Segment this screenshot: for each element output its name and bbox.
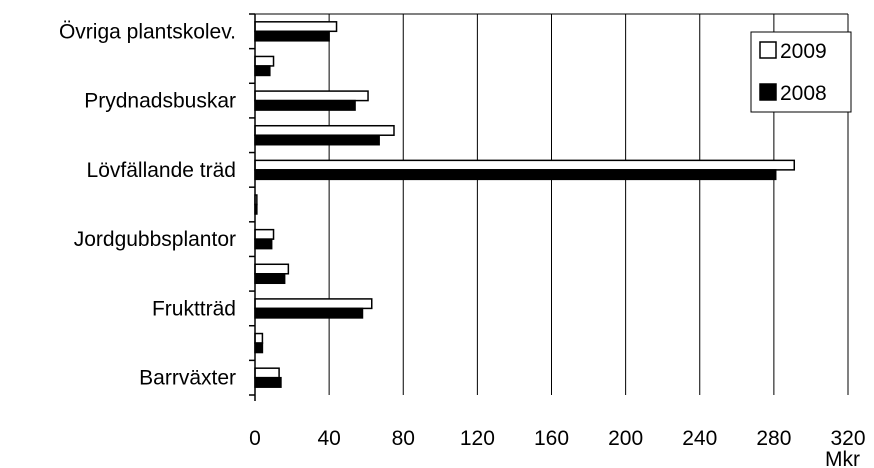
category-label-fruktträd: Fruktträd [152,297,236,320]
bar-2009-category-10 [254,367,280,379]
legend-swatch-2008 [759,83,777,101]
x-axis-unit-label: Mkr [825,448,860,468]
bar-2009-category-7 [254,263,290,275]
legend-label-2009: 2009 [780,40,827,63]
bar-2008-category-9 [254,342,264,354]
x-tick-label-120: 120 [460,427,495,450]
legend: 2009 2008 [750,31,852,113]
bar-2009-category-2 [254,90,369,102]
bar-2009-category-4 [254,159,796,171]
x-tick-label-280: 280 [756,427,791,450]
x-tick-label-320: 320 [830,427,865,450]
axes [249,13,256,401]
labels: Övriga plantskolev. Prydnadsbuskar Lövfäll… [59,20,866,450]
x-tick-label-80: 80 [392,427,415,450]
bar-2009-category-1 [254,55,275,67]
x-tick-label-200: 200 [608,427,643,450]
legend-swatch-2009 [759,41,777,59]
bar-2008-category-10 [254,376,282,388]
category-label-jordgubbsplantor: Jordgubbsplantor [74,228,236,251]
bar-2008-category-6 [254,238,273,250]
category-label-prydnadsbuskar: Prydnadsbuskar [84,90,236,113]
bar-2009-category-0 [254,21,338,33]
legend-label-2008: 2008 [780,82,827,105]
category-label-övriga-plantskolev: Övriga plantskolev. [59,20,236,43]
bar-2009-category-9 [254,332,264,344]
bars [254,21,796,388]
x-tick-label-40: 40 [317,427,340,450]
category-label-lövfällande-träd: Lövfällande träd [87,159,236,182]
bar-2009-category-6 [254,228,275,240]
bar-2008-category-4 [254,169,777,181]
bar-2008-category-1 [254,65,271,77]
bar-2008-category-8 [254,307,364,319]
x-tick-label-240: 240 [682,427,717,450]
x-tick-label-160: 160 [534,427,569,450]
category-label-barrväxter: Barrväxter [139,367,236,390]
bar-2009-category-3 [254,124,395,136]
bar-2008-category-3 [254,134,380,146]
x-tick-label-0: 0 [249,427,261,450]
bar-2008-category-0 [254,30,330,42]
bar-2009-category-8 [254,298,373,310]
bar-2008-category-7 [254,273,286,285]
bar-2008-category-2 [254,99,356,111]
